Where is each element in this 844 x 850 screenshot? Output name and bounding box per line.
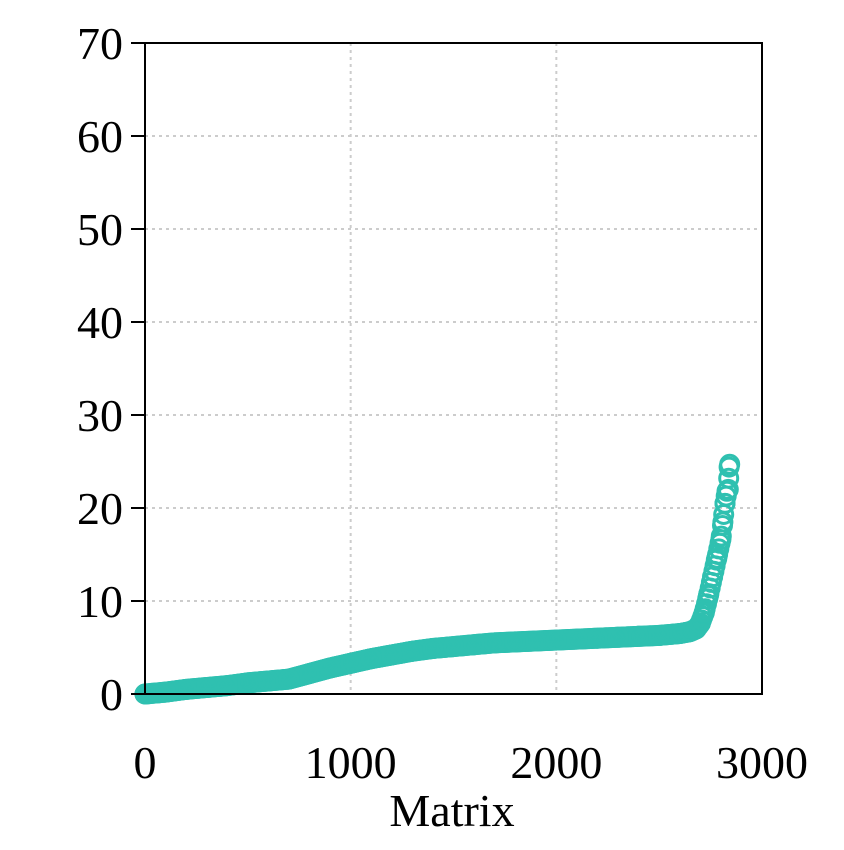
data-point xyxy=(648,624,670,646)
data-point xyxy=(463,634,485,656)
data-point xyxy=(319,657,341,679)
y-tick-label: 40 xyxy=(77,297,123,348)
data-point xyxy=(525,630,547,652)
data-point xyxy=(257,670,279,692)
x-axis-label: Matrix xyxy=(389,785,514,836)
y-tick-label: 10 xyxy=(77,576,123,627)
data-point xyxy=(443,636,464,658)
y-tick-label: 20 xyxy=(77,483,123,534)
data-point xyxy=(484,632,506,654)
y-tick-label: 0 xyxy=(100,669,123,720)
data-points xyxy=(134,453,741,705)
tick-labels: 0 10 20 30 40 50 60 70 0 1000 2000 3000 xyxy=(77,18,808,788)
data-point xyxy=(278,668,300,690)
data-point xyxy=(175,678,197,700)
data-point xyxy=(718,467,740,489)
grid xyxy=(145,43,762,694)
x-tick-label: 2000 xyxy=(510,737,602,788)
data-point xyxy=(714,492,736,514)
data-point xyxy=(628,625,650,647)
data-point xyxy=(689,612,711,634)
data-point xyxy=(719,453,741,475)
data-point xyxy=(237,672,259,694)
data-point xyxy=(717,478,739,500)
plot-frame xyxy=(144,42,763,695)
x-tick-label: 0 xyxy=(134,737,157,788)
y-tick-label: 60 xyxy=(77,111,123,162)
data-point xyxy=(155,681,177,703)
data-point xyxy=(401,640,423,662)
data-point xyxy=(422,637,444,659)
y-tick-label: 30 xyxy=(77,390,123,441)
data-point xyxy=(587,627,608,649)
data-point xyxy=(196,677,218,698)
x-tick-label: 1000 xyxy=(305,737,397,788)
data-point xyxy=(340,652,362,674)
y-tick-label: 50 xyxy=(77,204,123,255)
data-point xyxy=(381,644,403,666)
y-tick-label: 70 xyxy=(77,18,123,69)
x-tick-label: 3000 xyxy=(716,737,808,788)
ticks xyxy=(131,42,145,695)
data-point xyxy=(360,648,382,670)
data-point xyxy=(504,631,526,653)
data-point xyxy=(566,628,588,650)
data-point xyxy=(545,629,567,651)
data-point xyxy=(607,626,629,648)
data-point xyxy=(299,663,320,684)
data-point xyxy=(685,618,707,640)
